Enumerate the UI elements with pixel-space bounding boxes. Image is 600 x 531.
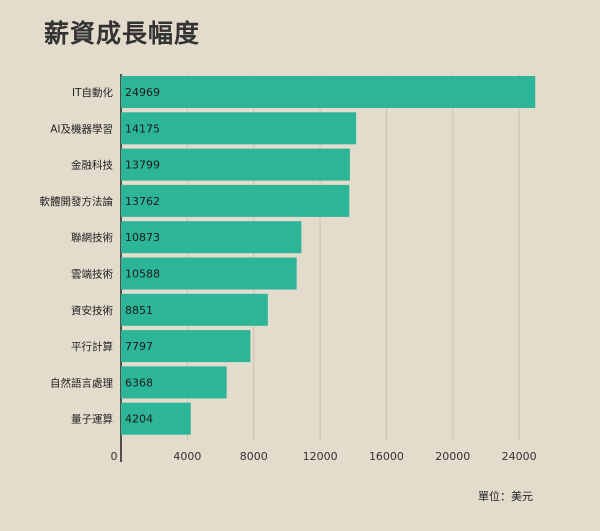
category-label: AI及機器學習 — [50, 122, 113, 135]
bars — [121, 76, 536, 435]
bar — [121, 366, 227, 399]
x-tick-label: 0 — [111, 450, 118, 463]
value-label: 4204 — [125, 413, 153, 426]
chart-title: 薪資成長幅度 — [44, 19, 201, 48]
bar — [121, 293, 268, 326]
x-tick-label: 12000 — [303, 450, 338, 463]
x-tick-label: 8000 — [240, 450, 268, 463]
labels: 0 4000 8000 12000 16000 20000 24000 IT自動化 24969 A… — [40, 86, 537, 463]
category-label: 聯網技術 — [71, 231, 113, 244]
value-label: 13762 — [125, 195, 160, 208]
category-label: 金融科技 — [71, 159, 113, 172]
category-label: 量子運算 — [71, 413, 113, 426]
value-label: 6368 — [125, 376, 153, 389]
bar — [121, 257, 297, 290]
bar — [121, 330, 251, 363]
category-label: 軟體開發方法論 — [40, 195, 114, 208]
category-label: IT自動化 — [72, 86, 114, 99]
bar — [121, 402, 191, 435]
bar — [121, 112, 357, 145]
category-label: 平行計算 — [71, 340, 113, 353]
category-label: 自然語言處理 — [50, 376, 113, 389]
value-label: 7797 — [125, 340, 153, 353]
category-label: 資安技術 — [71, 304, 113, 317]
x-tick-label: 24000 — [502, 450, 537, 463]
value-label: 8851 — [125, 304, 153, 317]
bar — [121, 148, 350, 181]
value-label: 14175 — [125, 122, 160, 135]
bar — [121, 184, 350, 217]
value-label: 10873 — [125, 231, 160, 244]
bar — [121, 76, 536, 108]
bar — [121, 221, 302, 254]
unit-label: 單位：美元 — [478, 490, 533, 503]
value-label: 24969 — [125, 86, 160, 99]
value-label: 10588 — [125, 268, 160, 281]
x-tick-label: 20000 — [435, 450, 470, 463]
x-tick-label: 4000 — [173, 450, 201, 463]
value-label: 13799 — [125, 159, 160, 172]
category-label: 雲端技術 — [71, 268, 113, 281]
x-tick-label: 16000 — [369, 450, 404, 463]
